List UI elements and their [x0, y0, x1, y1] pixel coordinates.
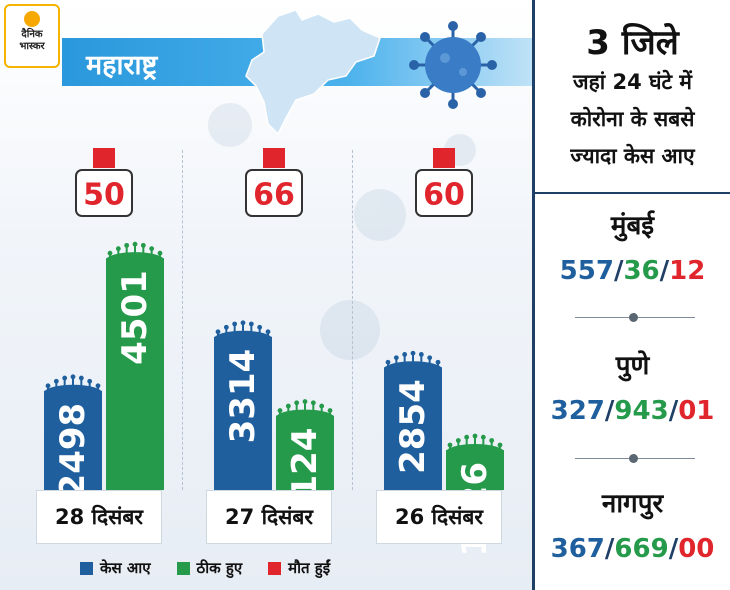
death-value-box	[75, 169, 133, 217]
city-deaths: 01	[678, 396, 715, 426]
death-value-box	[415, 169, 473, 217]
bar-value-label: 4501	[115, 270, 155, 365]
separator-dot	[629, 454, 638, 463]
city-cases: 367	[550, 534, 605, 564]
death-value-label: 66	[253, 178, 295, 213]
subtitle-line: कोरोना के सबसे	[570, 107, 695, 131]
section-divider	[535, 192, 730, 194]
city-recovered: 943	[614, 396, 669, 426]
category-label: 26 दिसंबर	[376, 490, 502, 544]
category-label: 28 दिसंबर	[36, 490, 162, 544]
legend-label-deaths: मौत हुईं	[288, 559, 331, 577]
separator-dot	[629, 313, 638, 322]
panel-divider	[532, 0, 535, 590]
virus-background-decoration	[208, 103, 476, 360]
group-separator	[352, 150, 353, 490]
bar-cases	[384, 367, 442, 490]
death-marker-icon	[93, 148, 115, 168]
banner-title: महाराष्ट्र	[86, 50, 158, 81]
city-name-nagpur: नागपुर	[601, 489, 664, 519]
legend-label-recovered: ठीक हुए	[196, 559, 243, 577]
chart-panel: दैनिक भास्कर महाराष्ट्र 2498 4501 50 3314 21…	[0, 0, 532, 590]
city-name-pune: पुणे	[615, 351, 650, 381]
legend-swatch-recovered	[176, 561, 190, 575]
bar-value-label: 3314	[223, 349, 263, 444]
legend-item-recovered: ठीक हुए	[176, 558, 243, 578]
death-value-label: 50	[83, 178, 125, 213]
legend-label-cases: केस आए	[100, 559, 151, 577]
subtitle-line: ज्यादा केस आए	[570, 144, 695, 168]
city-stats-mumbai: 557/36/12	[559, 256, 706, 286]
bar-recovered	[106, 258, 164, 490]
bar-cases	[214, 336, 272, 490]
district-panel-title: 3 जिले	[586, 23, 679, 63]
maharashtra-map-icon	[245, 9, 381, 136]
group-separator	[182, 150, 183, 490]
legend-swatch-cases	[80, 561, 93, 575]
city-cases: 557	[559, 256, 614, 286]
bar-chart: 249845015033142124662854152660	[44, 148, 504, 498]
city-recovered: 36	[623, 256, 660, 286]
city-name-mumbai: मुंबई	[610, 211, 655, 241]
death-marker-icon	[433, 148, 455, 168]
category-label: 27 दिसंबर	[206, 490, 332, 544]
dainik-bhaskar-logo: दैनिक भास्कर	[4, 4, 60, 68]
district-panel-subtitle: जहां 24 घंटे में कोरोना के सबसे ज्यादा क…	[535, 64, 730, 175]
legend-swatch-deaths	[268, 561, 282, 575]
city-recovered: 669	[614, 534, 669, 564]
legend-item-deaths: मौत हुईं	[268, 558, 330, 578]
city-stats-nagpur: 367/669/00	[550, 534, 715, 564]
city-deaths: 12	[669, 256, 706, 286]
death-value-label: 60	[423, 178, 465, 213]
city-deaths: 00	[678, 534, 715, 564]
district-panel: 3 जिले जहां 24 घंटे में कोरोना के सबसे ज…	[535, 0, 730, 590]
coronavirus-icon	[409, 21, 497, 109]
death-marker-icon	[263, 148, 285, 168]
bar-value-label: 2498	[53, 403, 93, 498]
bar-recovered	[446, 450, 504, 490]
legend: केस आए ठीक हुए मौत हुईं	[80, 558, 330, 578]
subtitle-line: जहां 24 घंटे में	[573, 70, 692, 94]
legend-item-cases: केस आए	[80, 558, 151, 578]
logo-text-line2: भास्कर	[19, 41, 45, 52]
bar-cases	[44, 390, 102, 490]
bar-recovered	[276, 415, 334, 490]
sun-logo-icon	[24, 11, 40, 27]
death-value-box	[245, 169, 303, 217]
city-cases: 327	[550, 396, 605, 426]
city-stats-pune: 327/943/01	[550, 396, 715, 426]
bar-value-label: 2854	[393, 379, 433, 474]
logo-text-line1: दैनिक	[21, 29, 43, 40]
